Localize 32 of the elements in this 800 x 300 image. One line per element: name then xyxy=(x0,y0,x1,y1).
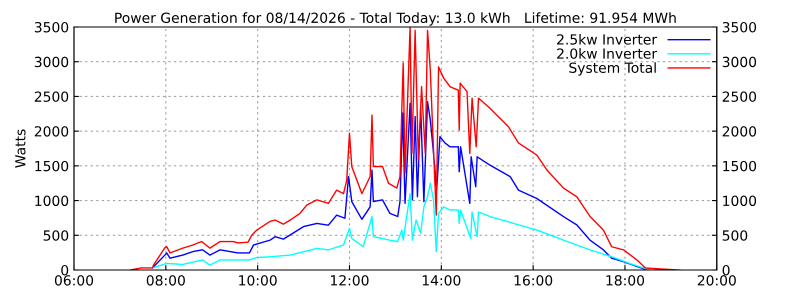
y2-tick-label: 2500 xyxy=(722,91,756,102)
x-tick-label: 14:00 xyxy=(422,275,460,286)
x-tick-label: 16:00 xyxy=(514,275,552,286)
y2-tick-label: 1000 xyxy=(723,196,756,206)
chart-title: Power Generation for 08/14/2026 - Total Today: 13.0 kWh Lifetime: 91.954 MWh xyxy=(115,12,676,26)
legend-label: System Total xyxy=(569,62,656,76)
y-tick-label: 2500 xyxy=(34,91,68,102)
y2-tick-label: 1500 xyxy=(723,160,756,172)
x-tick-label: 20:00 xyxy=(698,275,736,286)
y-axis-title: Watts xyxy=(15,129,26,168)
y-tick-label: 500 xyxy=(44,230,68,241)
x-tick-label: 10:00 xyxy=(239,275,277,286)
y-tick-label: 2000 xyxy=(34,126,68,137)
line-series xyxy=(152,100,648,270)
x-tick-label: 18:00 xyxy=(606,275,644,286)
legend-label: 2.0kw Inverter xyxy=(557,48,658,59)
y-tick-label: 0 xyxy=(61,264,68,276)
y2-tick-label: 3500 xyxy=(722,22,756,32)
line-series xyxy=(129,27,681,270)
y-tick-label: 1000 xyxy=(35,196,68,206)
line-series xyxy=(152,182,651,270)
x-tick-label: 08:00 xyxy=(146,275,185,286)
y-tick-label: 3000 xyxy=(34,56,68,68)
y-tick-label: 1500 xyxy=(35,160,68,172)
x-tick-label: 12:00 xyxy=(331,275,369,286)
legend-label: 2.5kw Inverter xyxy=(557,34,658,45)
y2-tick-label: 2000 xyxy=(722,126,756,137)
x-tick-label: 06:00 xyxy=(54,275,94,286)
y2-tick-label: 500 xyxy=(722,230,748,241)
y2-tick-label: 0 xyxy=(722,264,730,276)
y2-tick-label: 3000 xyxy=(722,56,756,68)
y-tick-label: 3500 xyxy=(34,22,68,32)
